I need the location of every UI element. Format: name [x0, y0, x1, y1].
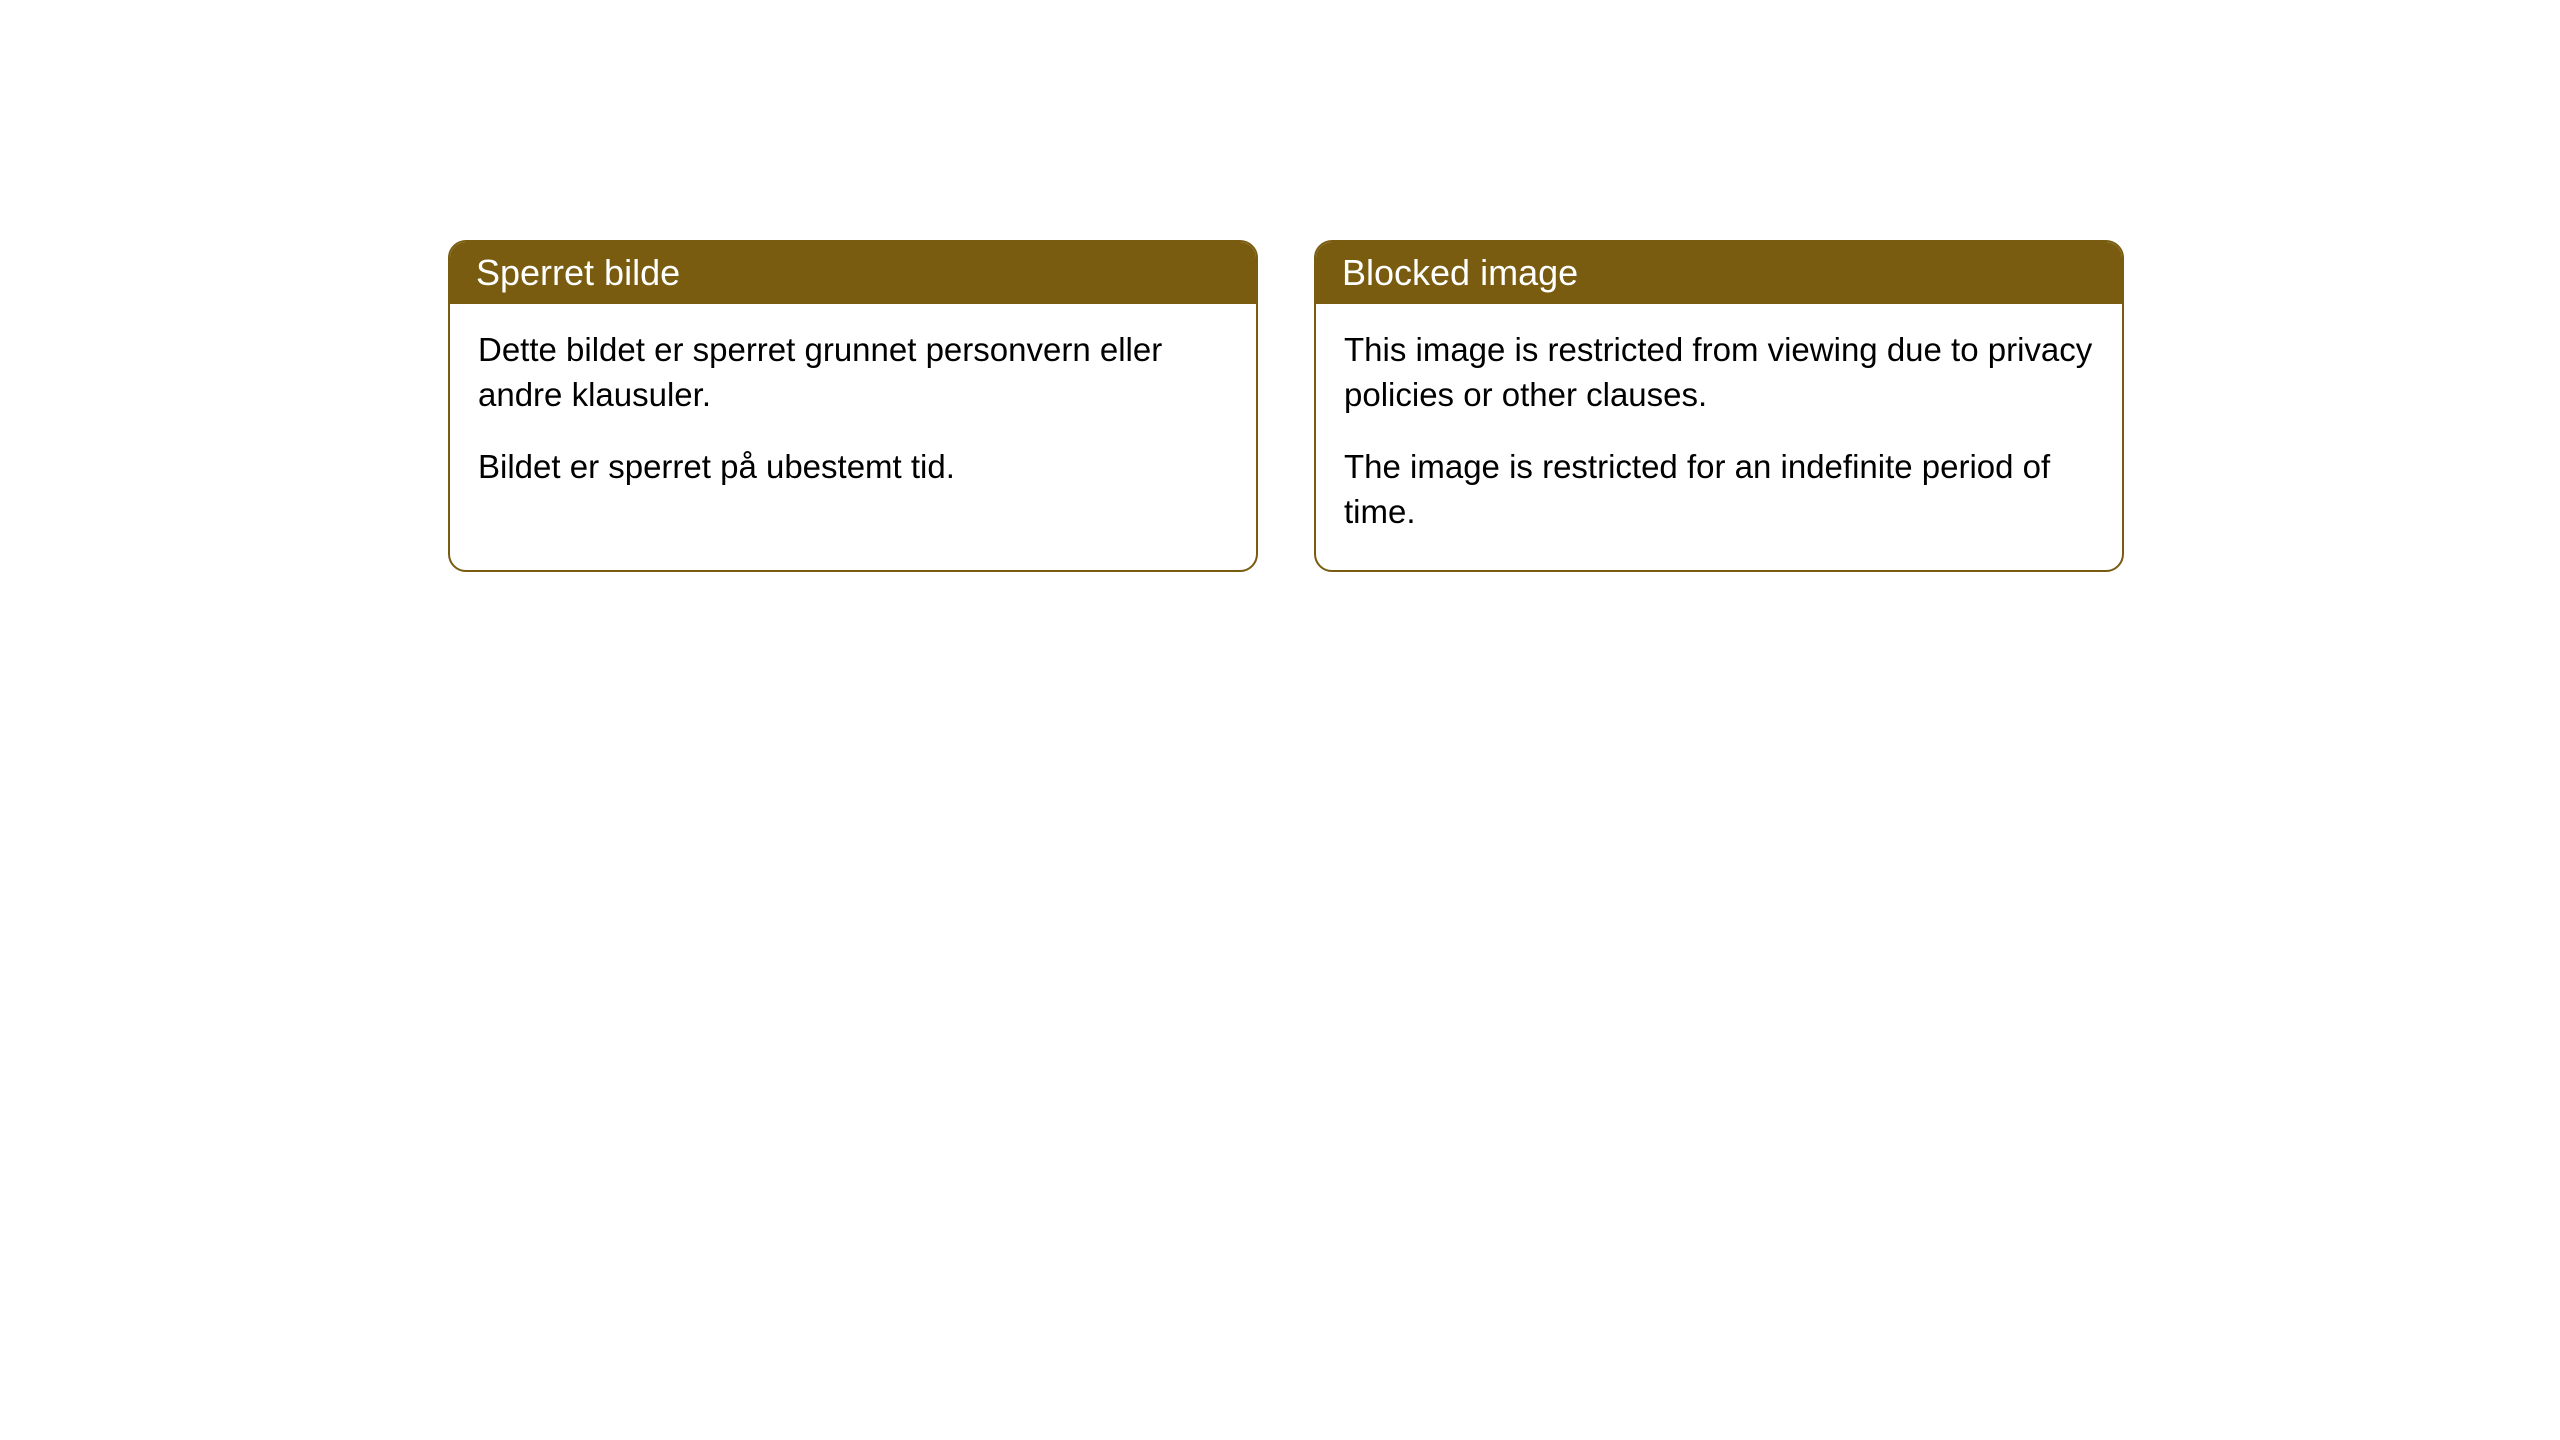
card-paragraph: This image is restricted from viewing du… — [1344, 328, 2094, 417]
card-paragraph: Dette bildet er sperret grunnet personve… — [478, 328, 1228, 417]
notice-card-english: Blocked image This image is restricted f… — [1314, 240, 2124, 572]
notice-card-norwegian: Sperret bilde Dette bildet er sperret gr… — [448, 240, 1258, 572]
card-paragraph: The image is restricted for an indefinit… — [1344, 445, 2094, 534]
card-title: Blocked image — [1342, 252, 1578, 293]
notice-container: Sperret bilde Dette bildet er sperret gr… — [448, 240, 2124, 572]
card-body-english: This image is restricted from viewing du… — [1316, 304, 2122, 570]
card-paragraph: Bildet er sperret på ubestemt tid. — [478, 445, 1228, 490]
card-header-english: Blocked image — [1316, 242, 2122, 304]
card-title: Sperret bilde — [476, 252, 680, 293]
card-header-norwegian: Sperret bilde — [450, 242, 1256, 304]
card-body-norwegian: Dette bildet er sperret grunnet personve… — [450, 304, 1256, 526]
